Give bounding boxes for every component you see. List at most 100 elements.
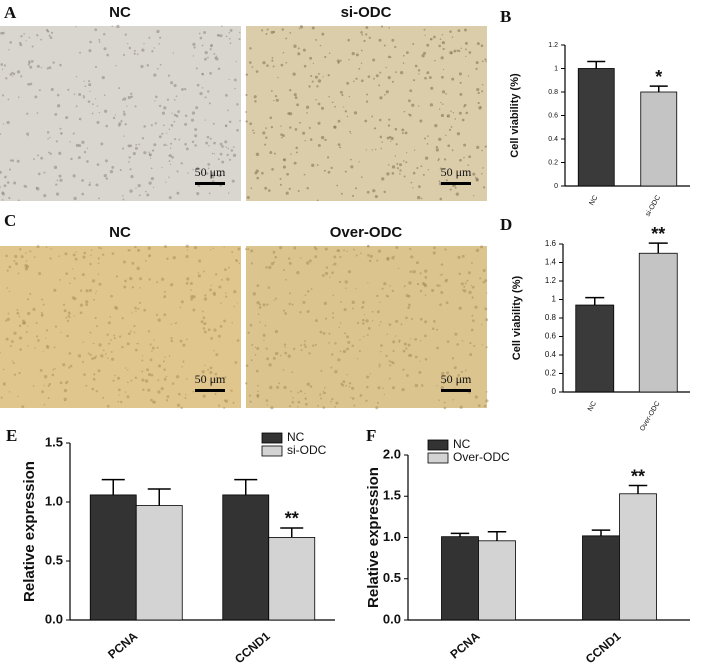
cell-speck (124, 33, 127, 36)
cell-speck (353, 111, 358, 115)
cell-speck (272, 356, 276, 360)
cell-speck (361, 301, 365, 304)
cell-speck (120, 400, 123, 404)
cell-speck (306, 187, 309, 190)
cell-speck (273, 261, 275, 264)
cell-speck (346, 81, 350, 85)
y-axis-title: Cell viability (%) (511, 275, 523, 360)
cell-speck (228, 32, 231, 34)
cell-speck (118, 87, 121, 90)
cell-speck (16, 308, 19, 311)
cell-speck (295, 151, 298, 154)
cell-speck (282, 134, 285, 138)
bar (577, 68, 615, 187)
cell-speck (262, 131, 266, 135)
cell-speck (176, 170, 179, 173)
cell-speck (481, 60, 484, 63)
cell-speck (75, 76, 78, 78)
cell-speck (118, 388, 121, 392)
cell-speck (355, 77, 358, 80)
cell-speck (8, 196, 11, 200)
cell-speck (184, 114, 188, 118)
cell-speck (388, 27, 390, 29)
cell-speck (424, 358, 428, 361)
panel-letter: C (4, 211, 16, 230)
cell-speck (218, 174, 222, 177)
cell-speck (458, 272, 461, 276)
cell-speck (54, 367, 56, 370)
cell-speck (468, 51, 472, 54)
cell-speck (261, 171, 264, 175)
cell-speck (287, 354, 291, 358)
cell-speck (175, 375, 180, 379)
scale-bar (441, 182, 471, 185)
cell-speck (249, 122, 253, 126)
cell-speck (315, 98, 317, 101)
cell-speck (396, 167, 399, 170)
cell-speck (271, 167, 274, 171)
cell-speck (415, 261, 419, 265)
cell-speck (374, 194, 378, 199)
cell-speck (74, 257, 78, 261)
cell-speck (217, 404, 221, 407)
cell-speck (377, 249, 382, 253)
cell-speck (432, 251, 436, 255)
cell-speck (436, 284, 439, 287)
cell-speck (389, 284, 391, 287)
cell-speck (283, 385, 287, 390)
cell-speck (223, 319, 226, 323)
cell-speck (221, 160, 225, 164)
cell-speck (322, 392, 324, 394)
cell-speck (100, 142, 104, 146)
cell-speck (70, 157, 73, 161)
cell-speck (317, 72, 320, 75)
cell-speck (132, 152, 136, 156)
cell-speck (334, 342, 337, 345)
cell-speck (262, 333, 266, 337)
cell-speck (126, 395, 130, 399)
cell-speck (58, 151, 62, 155)
cell-speck (213, 141, 216, 145)
cell-speck (133, 331, 136, 334)
legend-swatch (261, 432, 283, 444)
cell-speck (315, 39, 318, 41)
cell-speck (5, 319, 8, 322)
cell-speck (78, 93, 82, 96)
cell-speck (468, 271, 471, 275)
cell-speck (122, 97, 127, 101)
cell-speck (105, 124, 109, 128)
cell-speck (150, 124, 153, 127)
cell-speck (37, 339, 40, 342)
cell-speck (398, 339, 401, 342)
cell-speck (196, 83, 200, 87)
error-bar (280, 527, 304, 538)
cell-speck (93, 373, 96, 376)
cell-speck (265, 399, 269, 402)
cell-speck (223, 399, 227, 402)
cell-speck (97, 257, 100, 260)
cell-speck (408, 354, 411, 357)
cell-speck (155, 313, 159, 316)
cell-speck (0, 31, 3, 35)
cell-speck (296, 103, 300, 107)
cell-speck (384, 93, 386, 96)
cell-speck (202, 316, 206, 320)
cell-speck (156, 29, 160, 34)
cell-speck (172, 52, 175, 54)
cell-speck (279, 245, 283, 250)
cell-speck (235, 259, 239, 263)
cell-speck (366, 93, 369, 96)
cell-speck (93, 356, 97, 360)
cell-speck (163, 313, 167, 317)
cell-speck (161, 167, 163, 169)
cell-speck (97, 369, 101, 373)
y-tick-label: 0.8 (545, 313, 557, 322)
cell-speck (256, 284, 260, 288)
cell-speck (79, 303, 84, 307)
cell-speck (67, 314, 70, 318)
cell-speck (464, 48, 467, 51)
cell-speck (255, 369, 259, 373)
cell-speck (68, 366, 71, 369)
cell-speck (133, 52, 136, 55)
cell-speck (40, 311, 43, 314)
